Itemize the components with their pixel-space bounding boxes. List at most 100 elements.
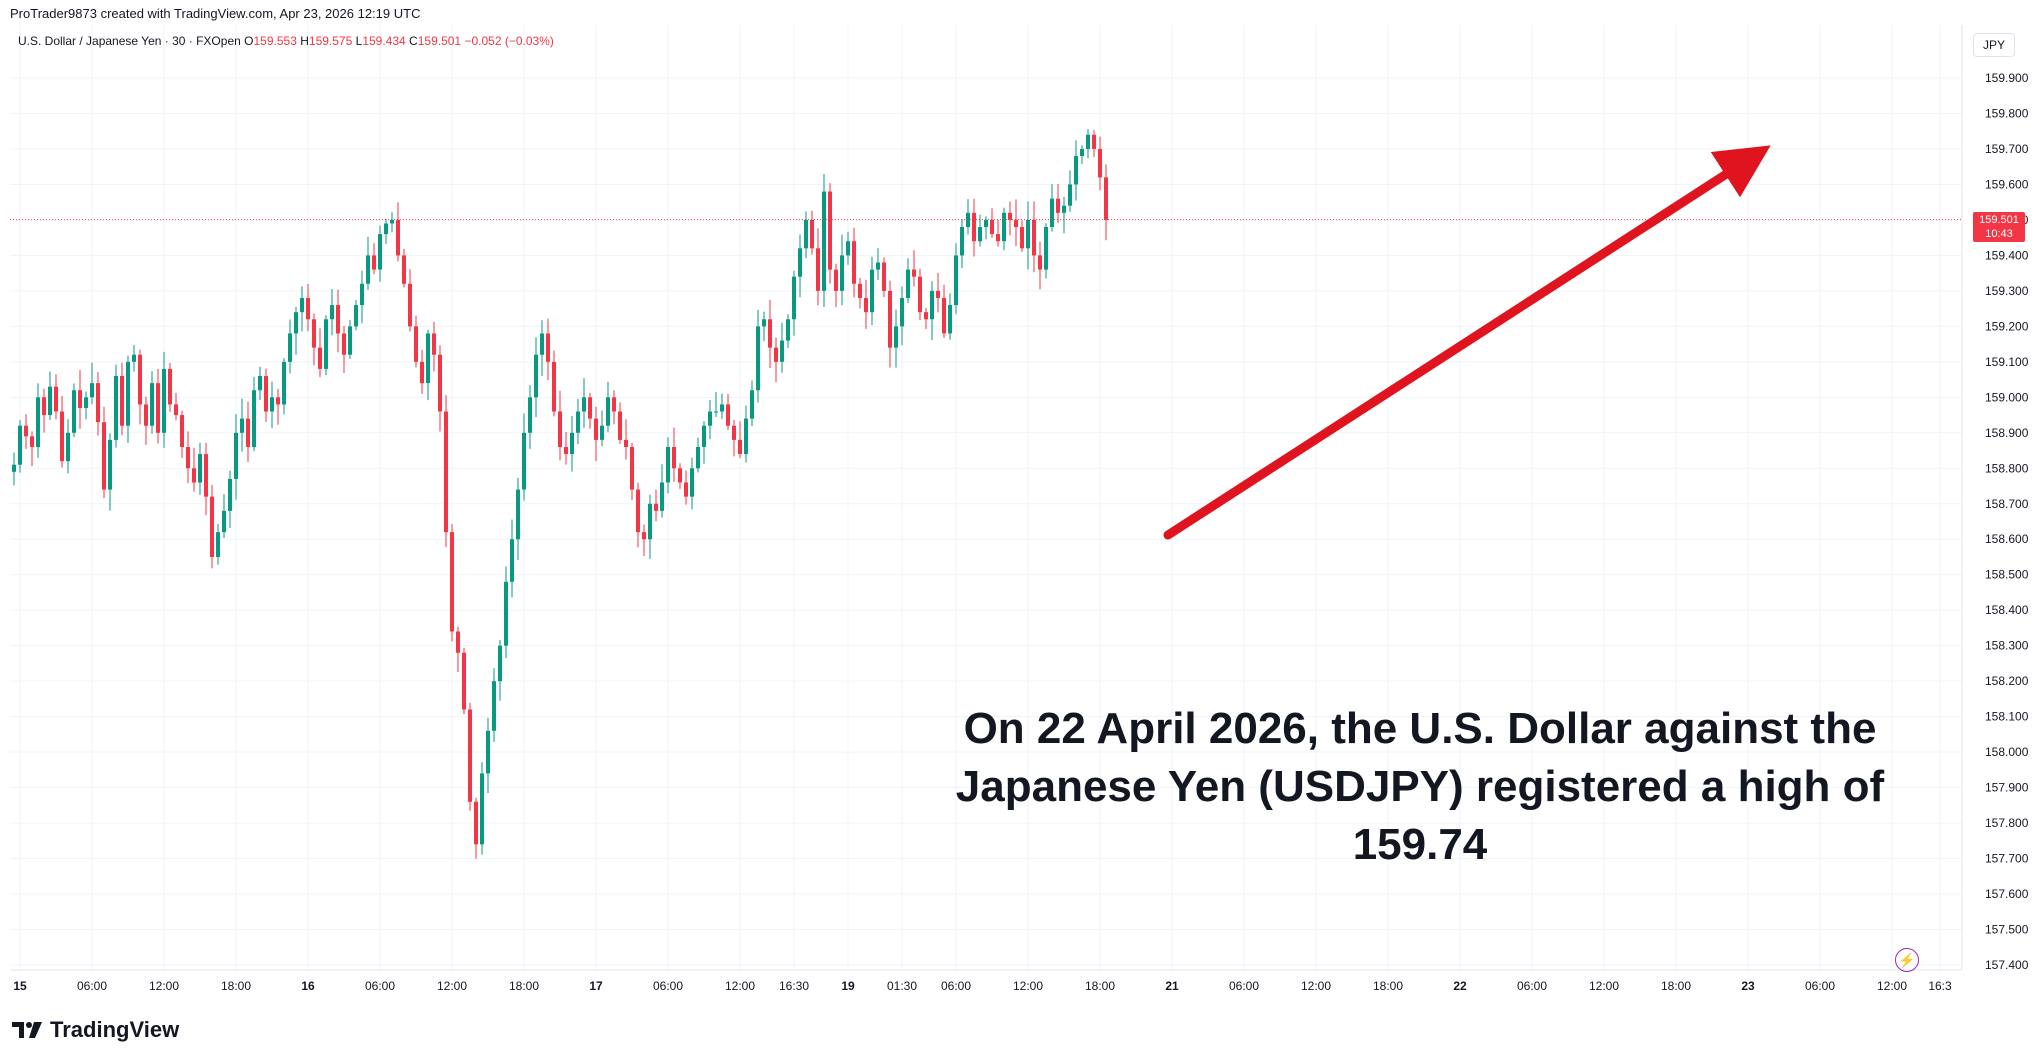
x-tick-label: 06:00 [77,979,107,993]
candle-body [894,326,898,348]
candle-body [144,404,148,426]
candle-body [564,446,568,455]
x-tick-label: 12:00 [1589,979,1619,993]
candle-body [24,425,28,437]
y-tick-label: 158.700 [1985,497,2029,511]
candle-body [312,319,316,348]
candle-body [756,326,760,391]
candle-body [630,446,634,490]
candle-body [450,532,454,632]
candle-body [1098,148,1102,178]
x-tick-label: 21 [1165,979,1179,993]
candle-body [552,361,556,412]
y-tick-label: 159.800 [1985,106,2029,120]
annotation-line-1: On 22 April 2026, the U.S. Dollar agains… [963,704,1877,753]
candle-body [150,383,154,426]
lightning-icon[interactable]: ⚡ [1895,948,1919,972]
candle-body [594,418,598,440]
y-tick-label: 159.000 [1985,390,2029,404]
low-label: L [355,34,363,48]
x-tick-label: 19 [841,979,855,993]
candle-body [366,255,370,284]
candle-body [678,468,682,483]
candle-body [114,376,118,440]
candle-body [162,368,166,433]
currency-button[interactable]: JPY [1973,33,2015,57]
candle-body [780,340,784,362]
candle-body [510,539,514,582]
candle-body [738,439,742,455]
candle-body [546,333,550,362]
candle-body [84,397,88,408]
candle-body [318,347,322,369]
x-axis[interactable]: 15 06:00 12:00 18:00 16 06:00 12:00 18:00 17 06:0… [13,979,1952,993]
candle-body [1056,198,1060,213]
x-tick-label: 18:00 [509,979,539,993]
candle-body [912,269,916,277]
candle-body [846,241,850,256]
candle-body [516,489,520,540]
candle-body [198,454,202,483]
candle-body [504,581,508,646]
candle-body [534,354,538,398]
candle-body [996,234,1000,242]
candle-body [264,376,268,412]
candle-body [720,404,724,412]
candle-body [990,219,994,235]
candle-body [96,383,100,423]
candle-body [930,290,934,320]
candle-body [294,312,298,334]
candle-body [624,439,628,447]
candle-body [558,411,562,447]
x-tick-label: 18:00 [1661,979,1691,993]
x-tick-label: 06:00 [941,979,971,993]
candle-body [1104,177,1108,220]
candle-body [936,290,940,298]
y-tick-label: 157.700 [1985,852,2029,866]
candle-body [570,432,574,455]
y-tick-label: 158.100 [1985,710,2029,724]
candle-body [228,478,232,511]
candle-body [708,411,712,426]
candle-body [48,386,52,416]
candle-body [270,397,274,412]
candle-body [576,411,580,433]
candle-body [108,439,112,490]
candle-body [786,319,790,341]
candle-body [72,390,76,433]
candle-body [444,411,448,533]
candle-body [726,404,730,426]
candle-body [252,390,256,447]
close-value: 159.501 [417,34,462,48]
candle-body [714,411,718,413]
candle-body [798,248,802,277]
x-tick-label: 06:00 [1229,979,1259,993]
y-axis[interactable]: 159.900159.800159.700159.600159.500159.4… [1985,71,2029,972]
tradingview-logo[interactable]: TradingView [12,1017,179,1043]
candle-body [978,227,982,242]
candle-body [918,276,922,313]
candle-body [372,255,376,270]
x-tick-label: 23 [1741,979,1755,993]
candle-body [288,333,292,362]
last-price-badge: 159.501 10:43 [1973,212,2025,242]
candle-body [324,319,328,369]
candle-body [528,397,532,433]
x-tick-label: 06:00 [653,979,683,993]
candle-body [240,418,244,433]
chart-grid [10,25,1962,970]
candle-body [924,312,928,320]
x-tick-label: 16 [301,979,315,993]
candle-body [642,532,646,540]
x-tick-label: 12:00 [149,979,179,993]
candle-body [1044,227,1048,270]
candle-body [654,503,658,511]
candle-body [1032,219,1036,256]
candle-body [1020,227,1024,249]
x-tick-label: 06:00 [1517,979,1547,993]
candle-body [168,368,172,405]
candle-body [234,432,238,479]
candle-body [216,532,220,557]
candle-body [156,383,160,433]
